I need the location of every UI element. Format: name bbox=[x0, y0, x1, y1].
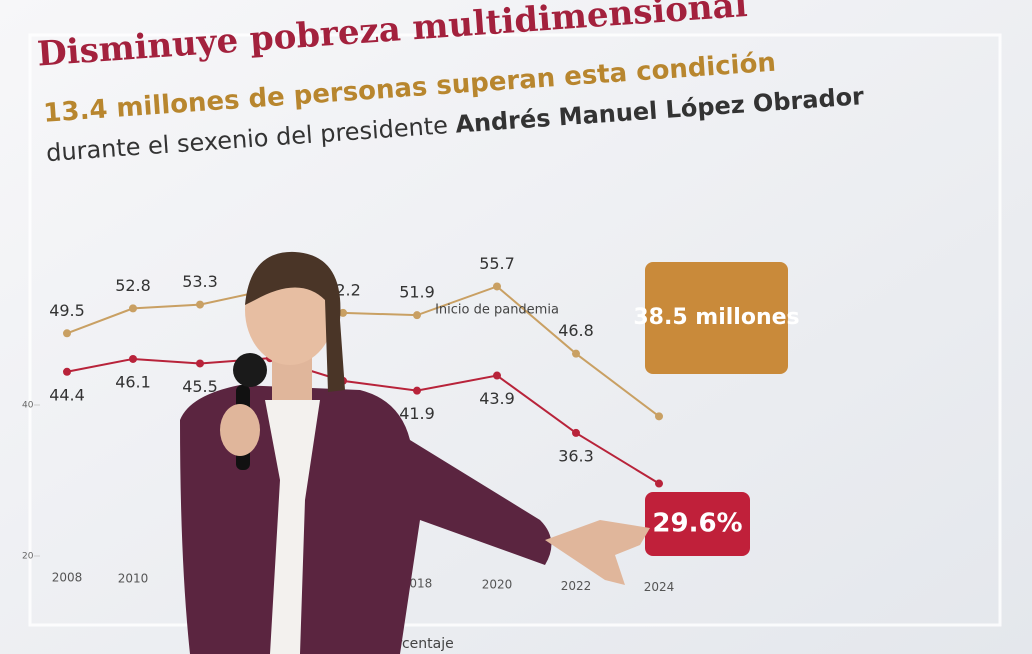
data-label: 55.7 bbox=[479, 254, 515, 273]
point bbox=[572, 349, 580, 358]
badge bbox=[645, 262, 788, 374]
pointing-hand bbox=[545, 520, 650, 585]
badge-label: 38.5 millones bbox=[633, 305, 799, 330]
point bbox=[493, 282, 501, 291]
point bbox=[655, 412, 663, 421]
microphone-head bbox=[233, 353, 267, 387]
point bbox=[63, 367, 71, 376]
data-label: 45.5 bbox=[182, 377, 218, 396]
hair bbox=[245, 251, 345, 392]
data-label: 53.3 bbox=[182, 272, 218, 291]
point bbox=[196, 359, 204, 368]
annotation: Inicio de pandemia bbox=[435, 303, 559, 318]
data-label: 52.8 bbox=[115, 276, 151, 295]
point bbox=[493, 371, 501, 380]
point bbox=[129, 304, 137, 313]
point bbox=[572, 428, 580, 437]
point bbox=[413, 311, 421, 320]
badge-label: 29.6% bbox=[652, 509, 742, 539]
hand bbox=[220, 404, 260, 456]
data-label: 49.5 bbox=[49, 301, 85, 320]
data-label: 44.4 bbox=[49, 385, 85, 404]
data-label: 46.8 bbox=[558, 321, 594, 340]
jacket bbox=[180, 385, 552, 654]
presenter bbox=[180, 251, 650, 654]
point bbox=[63, 329, 71, 338]
point bbox=[196, 300, 204, 309]
screen-frame bbox=[28, 33, 1002, 627]
point bbox=[129, 354, 137, 363]
x-tick-label: 2008 bbox=[52, 571, 83, 585]
point bbox=[339, 308, 347, 317]
point bbox=[655, 479, 663, 488]
y-tick-label: 20 bbox=[22, 552, 34, 562]
data-label: 46.1 bbox=[115, 372, 151, 391]
data-label: 43.9 bbox=[479, 389, 515, 408]
y-tick-label: 40 bbox=[22, 401, 34, 411]
x-tick-label: 2020 bbox=[482, 578, 513, 592]
x-tick-label: 2022 bbox=[561, 579, 592, 593]
data-label: 41.9 bbox=[399, 404, 435, 423]
badge bbox=[645, 492, 750, 556]
sweater bbox=[265, 400, 320, 654]
x-tick-label: 2024 bbox=[644, 580, 675, 594]
point bbox=[413, 386, 421, 395]
x-tick-label: 2010 bbox=[118, 572, 149, 586]
data-label: 36.3 bbox=[558, 446, 594, 465]
data-label: 51.9 bbox=[399, 283, 435, 302]
